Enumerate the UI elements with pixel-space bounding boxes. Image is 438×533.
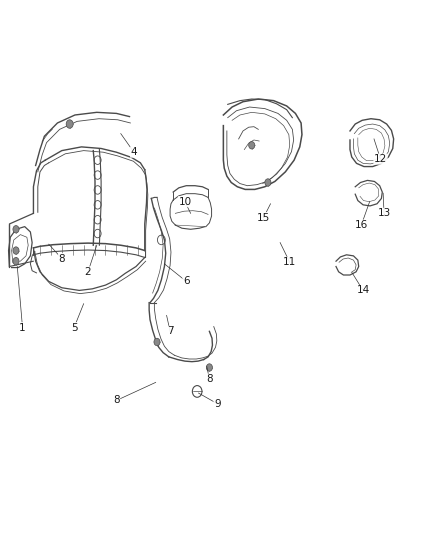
Text: 12: 12 — [374, 154, 387, 164]
Circle shape — [13, 225, 19, 233]
Circle shape — [13, 257, 19, 265]
Text: 9: 9 — [214, 399, 221, 409]
Text: 1: 1 — [19, 322, 26, 333]
Text: 5: 5 — [71, 322, 78, 333]
Circle shape — [249, 142, 255, 149]
Text: 16: 16 — [355, 220, 368, 230]
Text: 11: 11 — [283, 257, 297, 267]
Text: 13: 13 — [378, 208, 391, 219]
Text: 15: 15 — [257, 213, 270, 223]
Text: 8: 8 — [206, 374, 213, 384]
Text: 7: 7 — [167, 326, 173, 336]
Text: 14: 14 — [357, 286, 370, 295]
Circle shape — [206, 364, 212, 371]
Text: 2: 2 — [85, 267, 92, 277]
Circle shape — [154, 338, 160, 346]
Text: 4: 4 — [131, 147, 137, 157]
Circle shape — [66, 120, 73, 128]
Text: 8: 8 — [113, 395, 120, 406]
Text: 8: 8 — [59, 254, 65, 263]
Text: 10: 10 — [178, 197, 191, 207]
Circle shape — [265, 179, 271, 186]
Circle shape — [13, 247, 19, 254]
Text: 6: 6 — [183, 277, 190, 286]
